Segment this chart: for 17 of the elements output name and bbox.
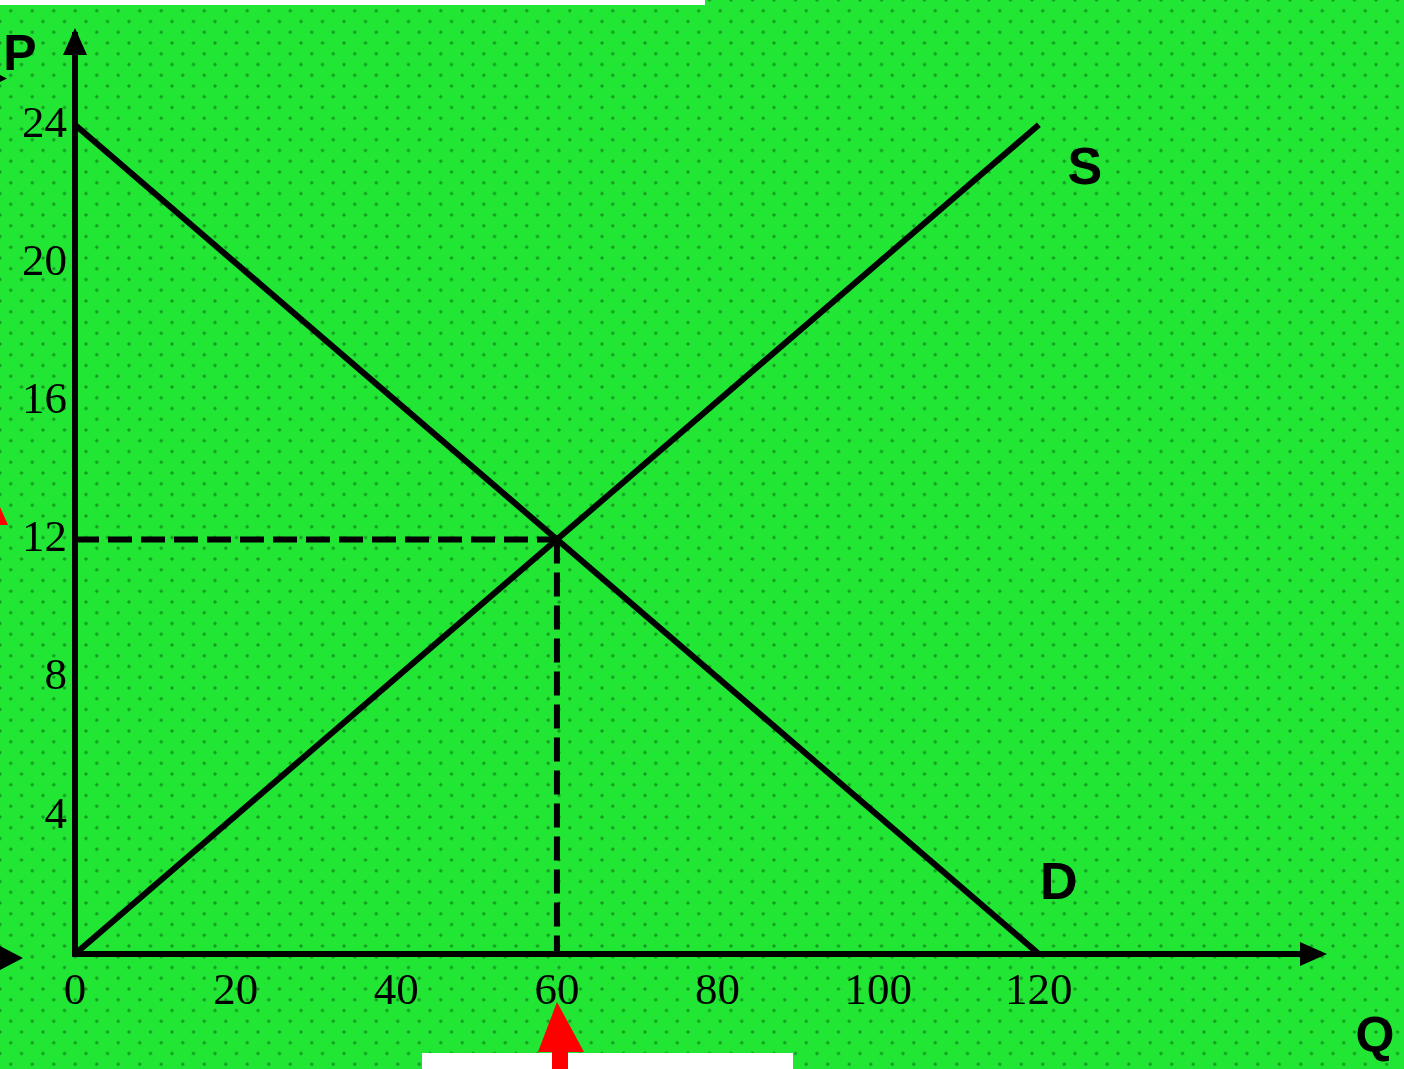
x-tick-label: 60 [534, 963, 580, 1014]
y-tick-label: 8 [44, 649, 67, 700]
series-label: S [1067, 137, 1103, 196]
y-axis-title: P [3, 24, 37, 81]
y-tick-label: 4 [44, 787, 67, 838]
y-tick-label: 12 [22, 511, 67, 562]
y-tick-label: 16 [22, 373, 67, 424]
x-tick-label: 80 [695, 963, 741, 1014]
x-tick-label: 100 [844, 963, 912, 1014]
x-axis-title: Q [1355, 1006, 1395, 1063]
x-tick-label: 20 [213, 963, 259, 1014]
series-label: D [1040, 852, 1078, 911]
y-tick-label: 20 [22, 234, 67, 285]
x-tick-label: 40 [373, 963, 419, 1014]
y-tick-label: 24 [22, 96, 67, 147]
x-tick-label: 0 [63, 963, 87, 1014]
x-tick-label: 120 [1005, 963, 1073, 1014]
